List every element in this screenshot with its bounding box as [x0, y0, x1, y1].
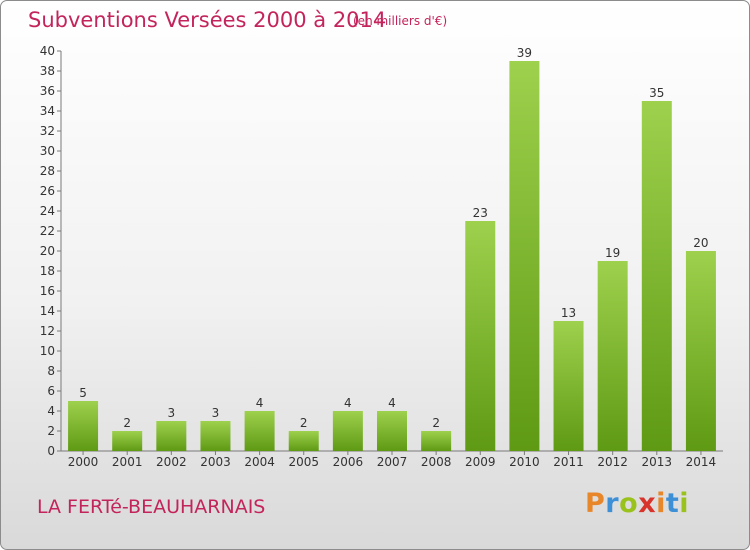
x-tick-label: 2012 [597, 455, 628, 469]
y-tick-label: 6 [47, 384, 55, 398]
data-label: 3 [212, 406, 220, 420]
logo-letter: o [619, 488, 639, 519]
bar-2014 [685, 251, 716, 451]
y-tick-label: 38 [40, 64, 55, 78]
y-tick-label: 24 [40, 204, 55, 218]
x-tick-label: 2009 [465, 455, 496, 469]
logo-letter: P [585, 488, 606, 519]
data-label: 3 [168, 406, 176, 420]
y-tick-label: 4 [47, 404, 55, 418]
bar-2002 [156, 421, 187, 451]
x-tick-label: 2014 [686, 455, 717, 469]
logo-letter: i [679, 488, 690, 519]
y-tick-label: 14 [40, 304, 55, 318]
y-tick-label: 20 [40, 244, 55, 258]
y-tick-label: 32 [40, 124, 55, 138]
y-tick-label: 28 [40, 164, 55, 178]
bar-2010 [509, 61, 540, 451]
x-tick-label: 2007 [377, 455, 408, 469]
bar-2013 [641, 101, 672, 451]
data-label: 4 [344, 396, 352, 410]
data-label: 5 [79, 386, 87, 400]
y-tick-label: 26 [40, 184, 55, 198]
x-tick-label: 2002 [156, 455, 187, 469]
x-tick-label: 2003 [200, 455, 231, 469]
y-tick-label: 18 [40, 264, 55, 278]
x-tick-label: 2001 [112, 455, 143, 469]
bar-2003 [200, 421, 231, 451]
y-tick-label: 12 [40, 324, 55, 338]
y-tick-label: 16 [40, 284, 55, 298]
y-tick-label: 2 [47, 424, 55, 438]
data-label: 2 [123, 416, 131, 430]
logo-letter: r [605, 488, 620, 519]
data-label: 20 [693, 236, 708, 250]
y-tick-label: 22 [40, 224, 55, 238]
data-label: 2 [432, 416, 440, 430]
y-tick-label: 0 [47, 444, 55, 458]
y-tick-label: 30 [40, 144, 55, 158]
x-tick-label: 2010 [509, 455, 540, 469]
x-tick-label: 2000 [68, 455, 99, 469]
commune-name: LA FERTé-BEAUHARNAIS [37, 496, 266, 518]
logo-letter: i [656, 488, 666, 519]
logo-letter: x [638, 488, 657, 519]
x-tick-label: 2006 [333, 455, 364, 469]
bar-2012 [597, 261, 628, 451]
data-label: 2 [300, 416, 308, 430]
bar-2007 [377, 411, 407, 451]
x-tick-label: 2013 [642, 455, 673, 469]
bar-2004 [244, 411, 275, 451]
data-label: 13 [561, 306, 576, 320]
bar-2001 [112, 431, 143, 451]
logo-letter: t [665, 488, 680, 519]
bar-2006 [332, 411, 363, 451]
data-label: 4 [388, 396, 396, 410]
y-tick-label: 40 [40, 44, 55, 58]
data-label: 39 [517, 46, 532, 60]
x-tick-label: 2005 [288, 455, 319, 469]
bar-2008 [421, 431, 452, 451]
proxiti-logo: Proxiti [585, 488, 689, 519]
bar-2009 [465, 221, 496, 451]
y-tick-label: 8 [47, 364, 55, 378]
data-label: 4 [256, 396, 264, 410]
bar-2005 [288, 431, 319, 451]
x-tick-label: 2004 [244, 455, 275, 469]
x-tick-label: 2011 [553, 455, 584, 469]
y-tick-label: 34 [40, 104, 55, 118]
bar-2011 [553, 321, 584, 451]
data-label: 19 [605, 246, 620, 260]
data-label: 23 [473, 206, 488, 220]
data-label: 35 [649, 86, 664, 100]
chart-subtitle: (en milliers d'€) [353, 14, 448, 28]
bar-2000 [68, 401, 99, 451]
x-tick-label: 2008 [421, 455, 452, 469]
y-tick-label: 36 [40, 84, 55, 98]
chart-title: Subventions Versées 2000 à 2014 [28, 8, 387, 32]
y-tick-label: 10 [40, 344, 55, 358]
